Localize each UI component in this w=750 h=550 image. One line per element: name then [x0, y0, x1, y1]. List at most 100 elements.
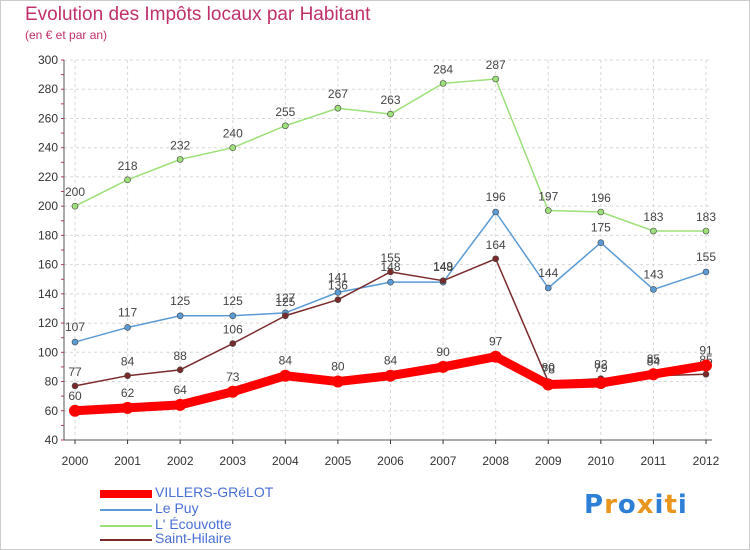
y-tick-label: 40: [45, 433, 59, 447]
y-tick-label: 120: [38, 316, 58, 330]
data-point: [124, 324, 131, 331]
x-tick-label: 2007: [430, 454, 457, 468]
x-tick-label: 2006: [377, 454, 404, 468]
data-label: 88: [173, 349, 187, 363]
legend-label-ecouvotte: L' Écouvotte: [155, 516, 232, 532]
data-point: [437, 360, 450, 373]
data-label: 125: [170, 294, 190, 308]
data-label: 218: [118, 159, 138, 173]
data-point: [229, 340, 237, 347]
data-label: 84: [384, 354, 398, 368]
y-tick-label: 140: [38, 287, 58, 301]
proxiti-logo: Proxiti: [584, 490, 688, 520]
y-tick-label: 260: [38, 111, 58, 125]
data-label: 148: [380, 260, 400, 274]
data-point: [71, 338, 79, 346]
legend-swatch-saint-hilaire: [100, 539, 152, 541]
data-label: 80: [331, 360, 345, 374]
data-point: [542, 378, 555, 391]
data-point: [702, 268, 710, 276]
data-label: 90: [436, 345, 450, 359]
data-point: [279, 369, 292, 382]
data-point: [594, 377, 607, 389]
data-point: [439, 80, 447, 87]
logo-letter: x: [636, 490, 655, 520]
data-point: [492, 75, 499, 83]
data-point: [121, 401, 134, 414]
data-label: 73: [226, 370, 240, 384]
data-label: 263: [380, 93, 400, 107]
y-tick-label: 160: [38, 258, 58, 272]
data-label: 197: [538, 190, 558, 204]
x-tick-label: 2002: [167, 454, 194, 468]
data-label: 125: [275, 295, 295, 309]
legend-label-saint-hilaire: Saint-Hilaire: [155, 530, 232, 546]
data-label: 84: [121, 355, 135, 369]
logo-letter: P: [584, 490, 605, 520]
data-point: [439, 277, 447, 284]
data-label: 183: [643, 210, 663, 224]
data-label: 91: [699, 343, 713, 357]
data-label: 196: [486, 190, 506, 204]
data-label: 183: [696, 210, 716, 224]
logo-letter: r: [604, 490, 618, 520]
data-label: 240: [223, 127, 243, 141]
logo-letter: t: [664, 490, 678, 520]
data-point: [700, 359, 712, 372]
data-point: [226, 385, 239, 398]
data-point: [384, 369, 397, 382]
logo-letter: o: [617, 490, 637, 520]
legend-swatch-le-puy: [100, 509, 152, 511]
data-point: [176, 366, 184, 374]
data-point: [647, 368, 660, 381]
data-label: 62: [121, 386, 135, 400]
data-label: 117: [118, 305, 137, 319]
data-label: 175: [591, 221, 611, 235]
data-point: [544, 207, 552, 214]
data-label: 107: [65, 320, 85, 334]
data-label: 127: [275, 291, 295, 305]
data-label: 78: [542, 362, 556, 376]
data-point: [387, 278, 394, 286]
data-point: [597, 208, 605, 216]
data-point: [282, 122, 289, 130]
data-label: 267: [328, 87, 348, 101]
data-point: [174, 398, 187, 411]
data-point: [124, 372, 131, 379]
data-point: [282, 312, 289, 320]
data-label: 136: [328, 279, 348, 293]
data-point: [69, 404, 81, 417]
data-label: 196: [591, 191, 611, 205]
x-tick-label: 2009: [535, 454, 562, 468]
y-tick-label: 280: [38, 82, 58, 96]
y-tick-label: 60: [45, 404, 59, 418]
data-label: 60: [68, 389, 82, 403]
data-point: [229, 144, 237, 151]
data-point: [334, 104, 342, 112]
data-point: [71, 382, 79, 390]
data-label: 84: [279, 354, 293, 368]
data-label: 149: [433, 260, 453, 274]
chart-title: Evolution des Impôts locaux par Habitant: [25, 4, 371, 25]
data-point: [650, 227, 657, 235]
data-label: 155: [696, 250, 716, 264]
data-point: [597, 239, 605, 246]
logo-letter: i: [677, 490, 688, 520]
data-label: 232: [170, 138, 190, 152]
x-tick-label: 2012: [693, 454, 720, 468]
x-tick-label: 2001: [114, 454, 141, 468]
y-tick-label: 180: [38, 228, 58, 242]
data-point: [176, 312, 184, 320]
data-point: [702, 370, 710, 378]
y-tick-label: 240: [38, 141, 58, 155]
legend-swatch-ecouvotte: [100, 525, 152, 527]
y-tick-label: 300: [38, 53, 58, 67]
data-point: [71, 202, 79, 210]
data-label: 84: [647, 355, 661, 369]
data-label: 85: [647, 352, 661, 366]
chart-subtitle: (en € et par an): [25, 28, 108, 42]
data-point: [334, 296, 342, 303]
data-label: 80: [542, 361, 556, 375]
data-point: [489, 350, 502, 363]
